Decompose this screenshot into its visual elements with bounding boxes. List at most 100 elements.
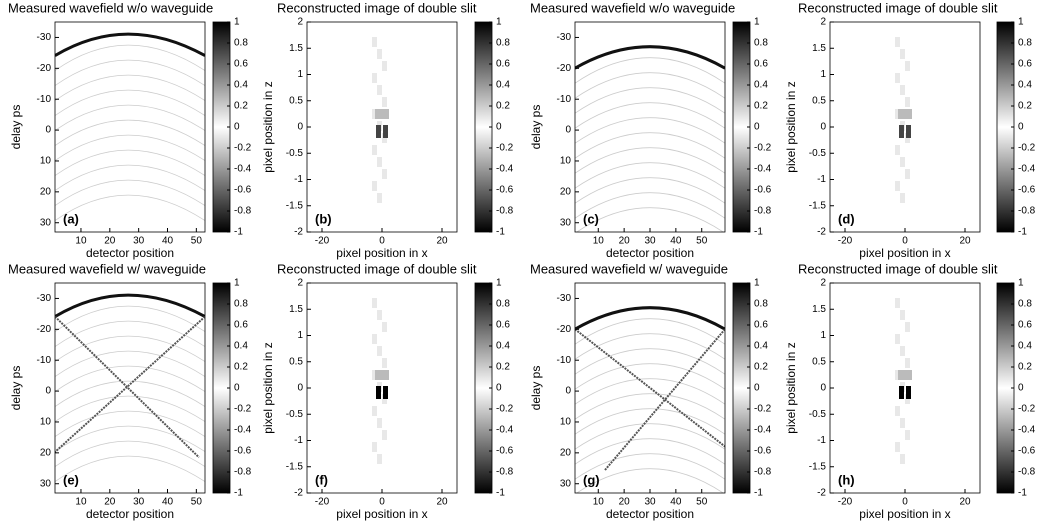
x-tick-label: 0 (902, 236, 908, 247)
colorbar-tick-label: 0.4 (1018, 80, 1032, 91)
y-tick-label: 1 (297, 330, 303, 341)
colorbar-tick-label: 0.8 (234, 299, 248, 310)
colorbar-tick-label: 0.6 (1018, 320, 1032, 331)
y-axis-label: delay ps (9, 366, 23, 411)
colorbar-tick-label: -1 (1018, 488, 1027, 499)
panel: Reconstructed image of double slit-20 0 20… (784, 0, 1035, 260)
panel-title: Reconstructed image of double slit (798, 261, 998, 276)
colorbar-tick-label: -0.4 (496, 164, 514, 175)
panel-label: (c) (583, 211, 599, 226)
y-tick-label: 20 (40, 186, 52, 197)
x-tick-label: 0 (379, 497, 385, 508)
colorbar-tick-label: -1 (234, 488, 243, 499)
y-tick-label: 0 (820, 383, 826, 394)
panel-title: Measured wavefield w/o waveguide (8, 0, 213, 15)
y-tick-label: -2 (817, 227, 826, 238)
colorbar-tick-label: -0.6 (234, 446, 252, 457)
y-tick-label: 0.5 (289, 95, 303, 106)
colorbar-tick-label: 0.4 (754, 341, 768, 352)
colorbar-tick-label: 0 (234, 383, 240, 394)
y-tick-label: 0 (820, 122, 826, 133)
panel-label: (f) (315, 472, 328, 487)
panel-label: (b) (315, 211, 332, 226)
y-tick-label: -20 (557, 324, 572, 335)
colorbar-tick-label: 0 (496, 383, 502, 394)
y-tick-label: -1.5 (809, 461, 827, 472)
x-tick-label: 20 (104, 236, 116, 247)
panel: Reconstructed image of double slit-20 0 20… (784, 261, 1035, 521)
x-tick-label: 40 (162, 497, 174, 508)
colorbar-tick-label: -0.6 (754, 446, 772, 457)
y-axis-label: pixel position in z (261, 81, 275, 172)
x-tick-label: 40 (670, 236, 682, 247)
y-tick-label: -20 (557, 63, 572, 74)
image-content (895, 298, 912, 464)
image-content (372, 298, 389, 464)
colorbar-tick-label: -0.6 (1018, 446, 1036, 457)
x-tick-label: 40 (162, 236, 174, 247)
colorbar-tick-label: 1 (754, 278, 760, 289)
x-tick-label: 30 (133, 497, 145, 508)
y-tick-label: 30 (560, 478, 572, 489)
panel-title: Measured wavefield w/ waveguide (8, 261, 206, 276)
y-tick-label: 1 (820, 330, 826, 341)
colorbar-tick-label: -0.8 (234, 206, 252, 217)
x-tick-label: 50 (696, 236, 708, 247)
x-tick-label: 0 (379, 236, 385, 247)
x-tick-label: 50 (191, 236, 203, 247)
colorbar-tick-label: 0.4 (1018, 341, 1032, 352)
colorbar-tick-label: 1 (496, 17, 502, 28)
y-tick-label: -20 (37, 324, 52, 335)
y-axis-label: delay ps (9, 105, 23, 150)
y-tick-label: 2 (297, 17, 303, 28)
y-tick-label: -1.5 (809, 200, 827, 211)
x-tick-label: 20 (436, 497, 448, 508)
x-axis-label: pixel position in x (336, 246, 427, 260)
colorbar-tick-label: 0.6 (496, 59, 510, 70)
x-tick-label: 50 (191, 497, 203, 508)
x-tick-label: 10 (75, 497, 87, 508)
x-tick-label: 20 (959, 497, 971, 508)
panel: Reconstructed image of double slit-20 0 20… (261, 261, 513, 521)
colorbar-tick-label: 0 (1018, 122, 1024, 133)
y-tick-label: -10 (37, 355, 52, 366)
colorbar-tick-label: 0.8 (754, 38, 768, 49)
colorbar-tick-label: 0.6 (234, 59, 248, 70)
colorbar-tick-label: 0 (1018, 383, 1024, 394)
y-tick-label: -1 (817, 174, 826, 185)
colorbar-tick-label: 0.4 (496, 80, 510, 91)
y-tick-label: 30 (40, 217, 52, 228)
colorbar-tick-label: -0.8 (1018, 206, 1036, 217)
colorbar-tick-label: -1 (234, 227, 243, 238)
panel-title: Measured wavefield w/o waveguide (530, 0, 735, 15)
colorbar-tick-label: -0.2 (1018, 143, 1036, 154)
colorbar-tick-label: 0.2 (234, 362, 248, 373)
colorbar-tick-label: -0.4 (234, 425, 252, 436)
panel-title: Reconstructed image of double slit (798, 0, 998, 15)
y-tick-label: 0 (565, 386, 571, 397)
y-tick-label: -10 (557, 355, 572, 366)
y-tick-label: 10 (560, 417, 572, 428)
y-tick-label: -30 (557, 32, 572, 43)
image-content (372, 37, 389, 203)
colorbar-tick-label: 0.2 (1018, 101, 1032, 112)
x-tick-label: -20 (838, 236, 853, 247)
colorbar-tick-label: 0.6 (496, 320, 510, 331)
colorbar-tick-label: 0.8 (234, 38, 248, 49)
y-axis-label: delay ps (529, 366, 543, 411)
colorbar-tick-label: -0.8 (496, 467, 514, 478)
y-tick-label: 10 (40, 417, 52, 428)
x-tick-label: 30 (133, 236, 145, 247)
colorbar-tick-label: 0 (234, 122, 240, 133)
colorbar-tick-label: -0.2 (754, 404, 772, 415)
y-tick-label: 0.5 (289, 356, 303, 367)
plot-area (575, 22, 725, 232)
colorbar-tick-label: 0.4 (234, 80, 248, 91)
y-tick-label: -0.5 (809, 148, 827, 159)
y-tick-label: 20 (560, 447, 572, 458)
x-tick-label: 30 (644, 497, 656, 508)
y-tick-label: -1 (294, 435, 303, 446)
y-tick-label: -1.5 (286, 461, 304, 472)
plot-area (55, 283, 205, 493)
